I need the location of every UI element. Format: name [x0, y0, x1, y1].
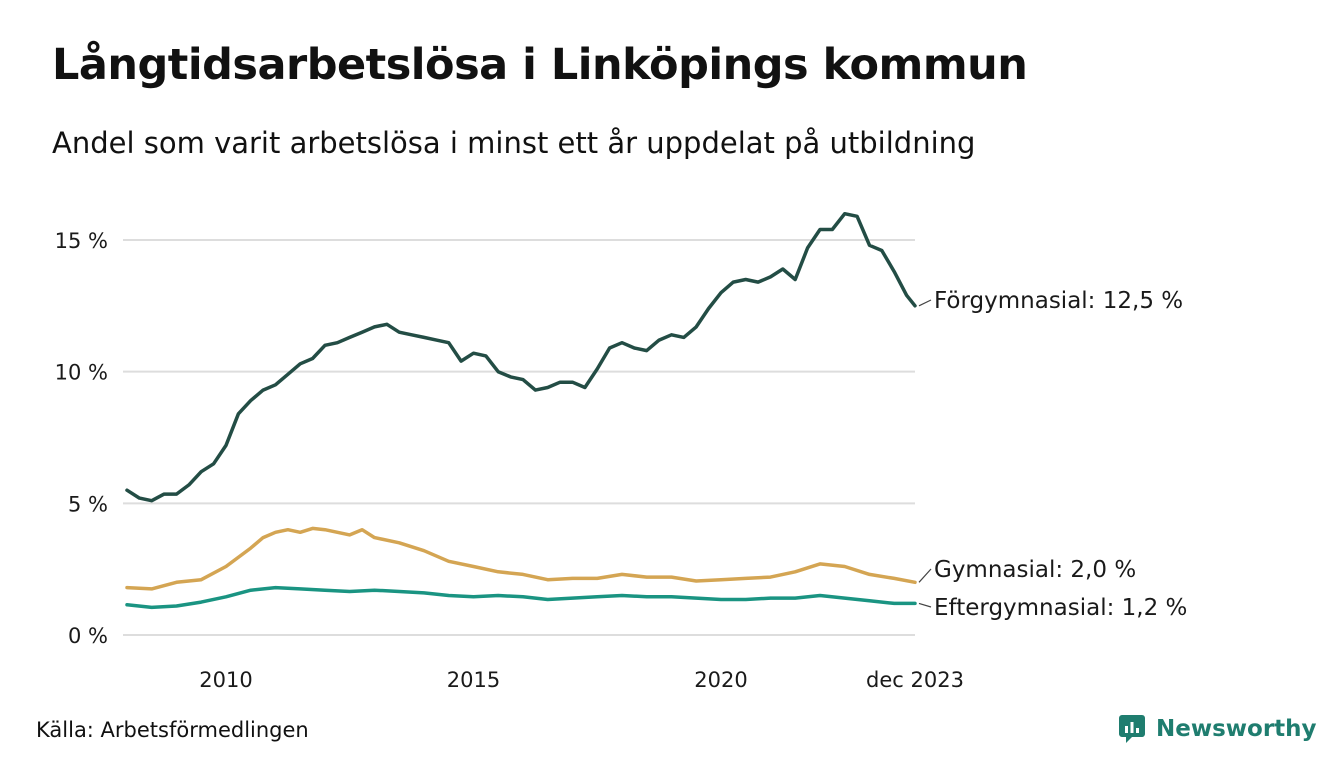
x-tick-label: 2010 — [199, 668, 252, 692]
source-note: Källa: Arbetsförmedlingen — [36, 718, 309, 742]
series-end-label-eftergymnasial: Eftergymnasial: 1,2 % — [934, 595, 1187, 621]
series-end-label-forgymnasial: Förgymnasial: 12,5 % — [934, 288, 1183, 314]
series-label-leader — [918, 602, 932, 608]
series-label-leader — [918, 568, 932, 583]
newsworthy-logo: Newsworthy — [1118, 714, 1317, 744]
y-tick-label: 0 % — [68, 624, 108, 648]
x-tick-label: 2020 — [694, 668, 747, 692]
x-tick-label: dec 2023 — [866, 668, 964, 692]
brand-name: Newsworthy — [1156, 716, 1317, 742]
chart-subtitle: Andel som varit arbetslösa i minst ett å… — [52, 126, 976, 160]
newsworthy-icon — [1119, 715, 1145, 743]
y-tick-label: 15 % — [55, 229, 108, 253]
series-lines — [125, 211, 917, 610]
series-end-label-gymnasial: Gymnasial: 2,0 % — [934, 557, 1136, 583]
series-label-leader — [918, 299, 932, 307]
y-tick-label: 10 % — [55, 361, 108, 385]
y-axis-ticks: 0 % 5 % 10 % 15 % — [55, 229, 108, 648]
x-tick-label: 2015 — [447, 668, 500, 692]
chart-title: Långtidsarbetslösa i Linköpings kommun — [52, 40, 1028, 90]
x-axis-ticks: 2010 2015 2020 dec 2023 — [199, 668, 964, 692]
series-line-forgymnasial — [125, 211, 917, 503]
y-tick-label: 5 % — [68, 492, 108, 516]
gridlines — [123, 239, 915, 636]
series-line-gymnasial — [125, 526, 917, 591]
series-end-labels: Förgymnasial: 12,5 % Gymnasial: 2,0 % Efte… — [918, 288, 1187, 621]
series-line-eftergymnasial — [125, 585, 917, 610]
